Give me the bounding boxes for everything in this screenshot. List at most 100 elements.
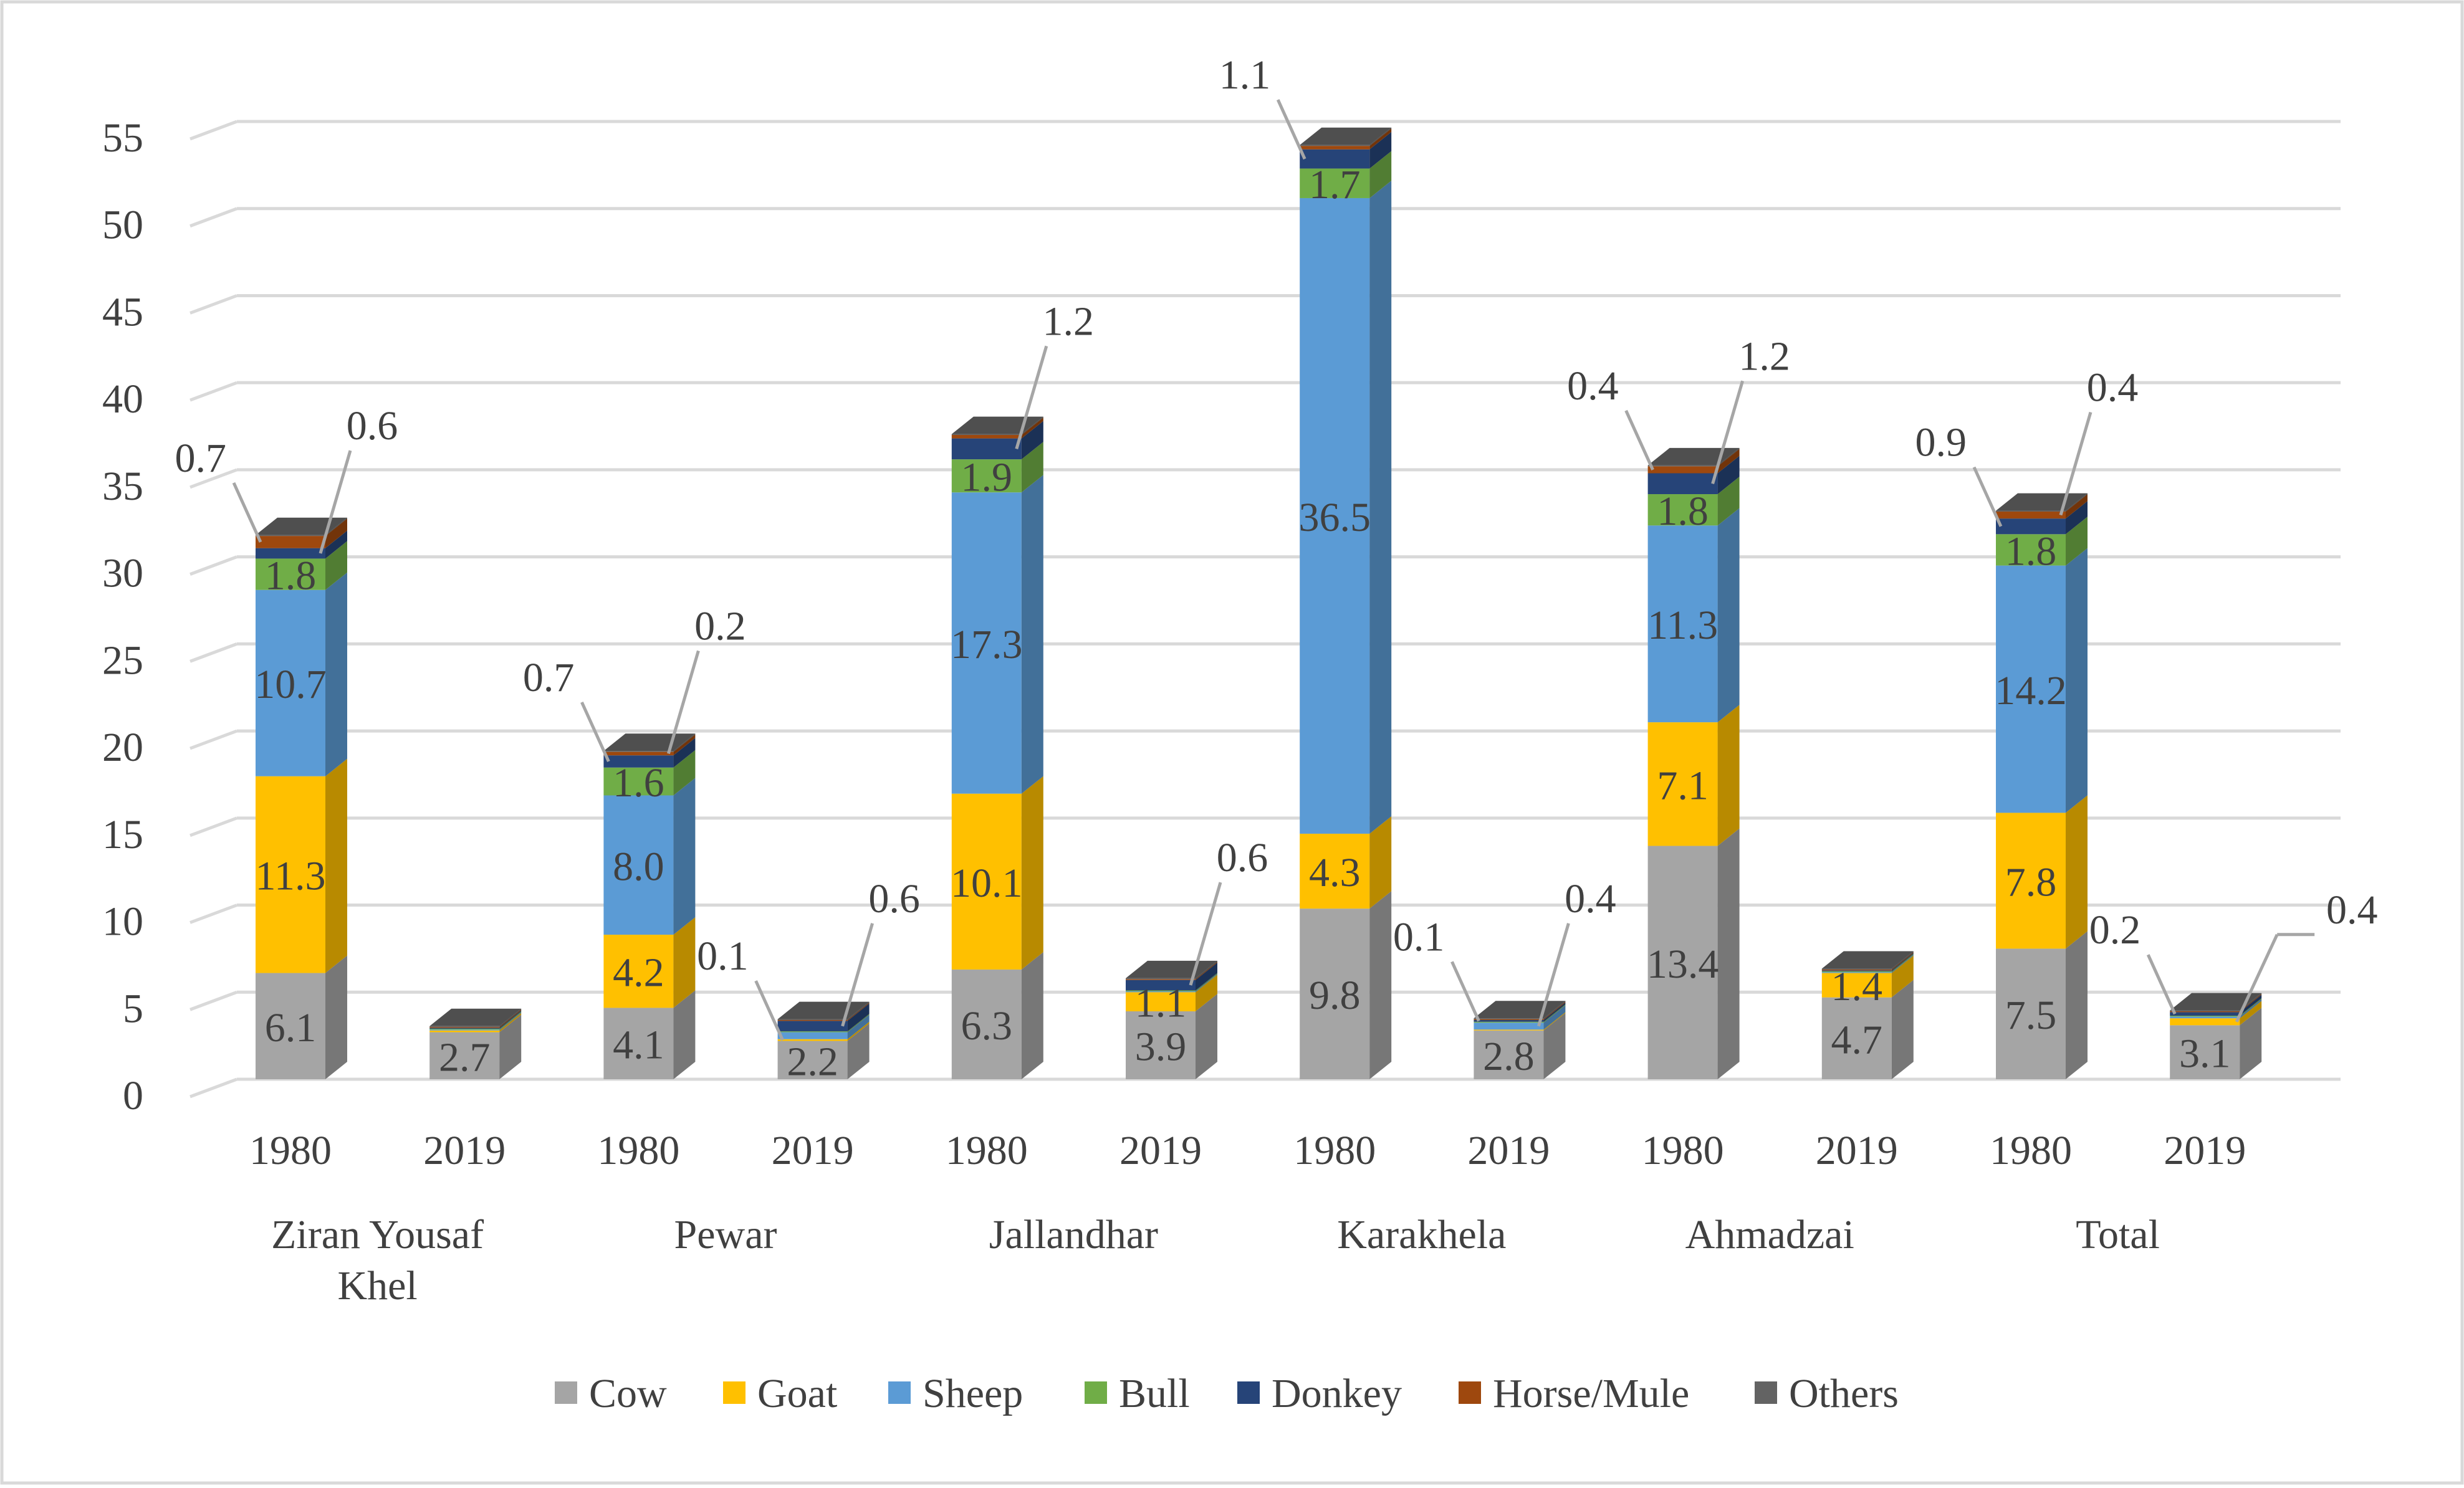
bar-segment-horse-mule (1996, 494, 2088, 519)
gridline (189, 816, 2341, 837)
callout-label: 0.4 (2059, 365, 2139, 516)
callout-text: 0.2 (2089, 907, 2141, 953)
bar-segment-donkey (1996, 501, 2088, 535)
callout-text: 1.2 (1043, 298, 1095, 344)
bar-segment-cow (2170, 1008, 2262, 1079)
bar-segment-bull (951, 442, 1043, 493)
bar-segment-cow (603, 990, 696, 1079)
bar-segment-cow (1647, 828, 1740, 1079)
callout-text: 0.4 (1565, 876, 1616, 922)
legend-item: Donkey (1237, 1371, 1402, 1416)
bar-segment-sheep (2170, 999, 2262, 1019)
callout-label: 0.2 (666, 603, 746, 755)
bar-segment-goat (777, 1021, 870, 1041)
data-labels: 6.1 11.3 10.7 1.8 0.7 0.6 2.7 4.1 4.2 8.0 1.6 0.7 0.… (175, 52, 2378, 1084)
x-tick-year: 2019 (1816, 1128, 1898, 1173)
bar-segment-donkey (1300, 131, 1392, 169)
legend-label: Sheep (923, 1371, 1023, 1416)
bar-segment-bull (256, 541, 347, 590)
data-label: 9.8 (1309, 973, 1361, 1018)
bar-segment-horse-mule (1647, 449, 1740, 474)
y-tick-label: 35 (102, 464, 143, 509)
bar-segment-bull (1474, 1004, 1566, 1023)
legend-label: Horse/Mule (1493, 1371, 1689, 1416)
bar-segment-sheep (603, 778, 696, 935)
bar-top (1647, 447, 1740, 465)
callout-label: 0.7 (523, 655, 610, 763)
bar-segment-horse-mule (1821, 951, 1914, 971)
bar-segment-bull (429, 1011, 522, 1030)
bar-segment-donkey (1647, 455, 1740, 495)
bar-segment-cow (1821, 980, 1914, 1079)
callout-label: 1.2 (1015, 298, 1095, 450)
data-label: 36.5 (1298, 495, 1371, 540)
x-tick-year: 2019 (423, 1128, 506, 1173)
callout-text: 0.4 (1567, 363, 1619, 409)
bar-segment-donkey (777, 1003, 870, 1032)
bar-segment-sheep (1300, 180, 1392, 834)
x-tick-year: 1980 (1293, 1128, 1376, 1173)
y-tick-label: 45 (102, 289, 143, 335)
x-tick-year: 1980 (249, 1128, 332, 1173)
bar-segment-others (256, 517, 347, 537)
bar-segment-goat (603, 917, 696, 1008)
bar-stack (603, 733, 696, 1079)
data-label: 1.8 (1657, 489, 1709, 534)
callout-text: 0.7 (175, 436, 227, 481)
gridline (189, 1077, 2341, 1099)
x-group-label: Karakhela (1337, 1212, 1506, 1257)
bar-segment-others (603, 733, 696, 752)
bar-segment-horse-mule (256, 518, 347, 548)
gridline (189, 642, 2341, 663)
bar-segment-donkey (1474, 1002, 1566, 1022)
bar-segment-goat (1647, 705, 1740, 846)
data-label: 11.3 (255, 854, 325, 899)
gridline (189, 381, 2341, 402)
bar-segment-horse-mule (429, 1009, 522, 1028)
bar-segment-goat (1474, 1012, 1566, 1031)
bar-segment-cow (951, 951, 1043, 1079)
callout-text: 0.9 (1915, 420, 1967, 465)
bar-segment-bull (1996, 517, 2088, 566)
bar-segment-cow (429, 1014, 522, 1079)
data-label: 11.3 (1647, 603, 1718, 648)
callout-label: 0.7 (175, 436, 262, 543)
legend-label: Cow (589, 1371, 667, 1416)
data-label: 4.3 (1309, 850, 1361, 895)
gridline (189, 904, 2341, 924)
gridline (189, 468, 2341, 489)
bar-segment-sheep (256, 572, 347, 776)
data-label: 2.2 (787, 1039, 838, 1084)
legend-label: Donkey (1272, 1371, 1402, 1416)
data-label: 3.9 (1135, 1024, 1187, 1070)
bar-stack (429, 1008, 522, 1079)
bar-segment-sheep (951, 475, 1043, 794)
bar-segment-goat (1126, 975, 1217, 1012)
callout-label: 0.4 (1536, 876, 1616, 1027)
x-tick-year: 1980 (946, 1128, 1028, 1173)
callout-text: 0.4 (2087, 365, 2139, 411)
callout-text: 1.1 (1219, 52, 1271, 98)
y-tick-label: 5 (123, 986, 143, 1031)
bar-segment-cow (777, 1023, 870, 1079)
bar-segment-horse-mule (2170, 994, 2262, 1013)
x-group-label: Ziran Yousaf Khel (271, 1212, 484, 1309)
data-label: 4.2 (613, 950, 664, 996)
bar-segment-goat (256, 758, 347, 973)
callout-label: 0.1 (1393, 914, 1480, 1022)
bar-segment-cow (256, 955, 347, 1079)
bar-segment-cow (1474, 1013, 1566, 1079)
bar-segment-horse-mule (777, 1002, 870, 1021)
data-label: 1.4 (1831, 964, 1883, 1009)
x-tick-year: 2019 (1467, 1128, 1550, 1173)
y-tick-label: 30 (102, 551, 143, 596)
bar-segment-others (1300, 127, 1392, 146)
bar-segment-bull (603, 750, 696, 796)
callout-text: 1.2 (1738, 333, 1790, 379)
data-label: 7.8 (2005, 859, 2057, 905)
data-label: 1.9 (961, 455, 1013, 500)
gridline (189, 207, 2341, 228)
bar-stack (2170, 993, 2262, 1079)
x-group-label: Total (2076, 1212, 2160, 1257)
bar-segment-goat (951, 776, 1043, 970)
